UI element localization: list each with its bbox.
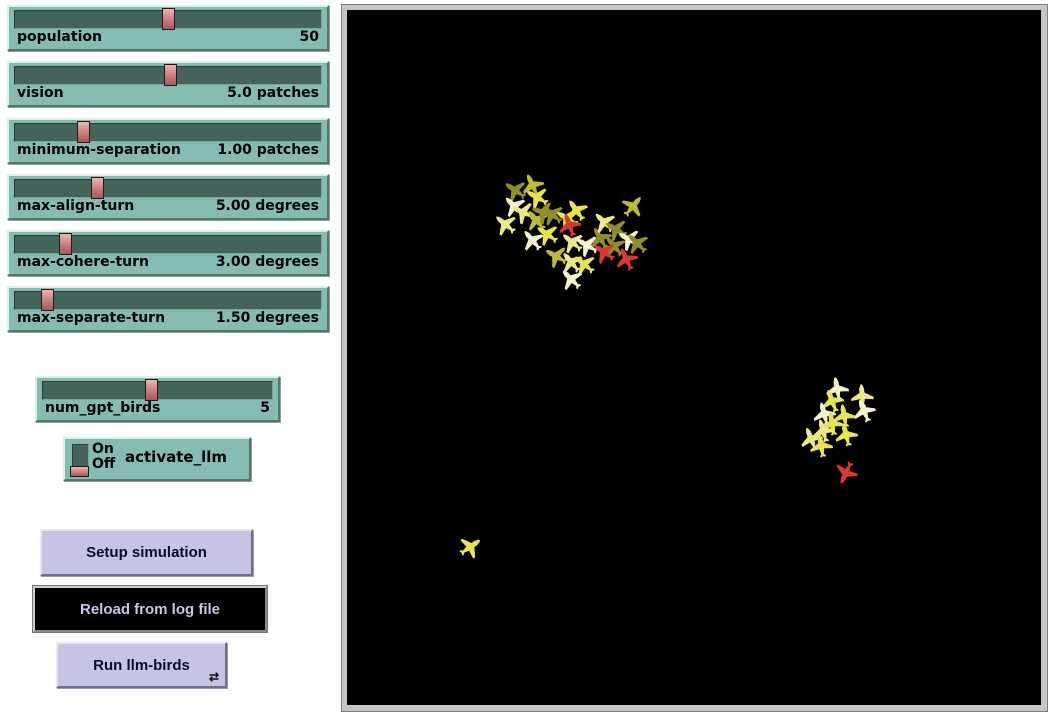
- slider-value: 5: [260, 400, 270, 416]
- bird: [616, 189, 650, 223]
- slider-track[interactable]: [14, 177, 322, 199]
- slider-handle[interactable]: [58, 233, 72, 255]
- switch-label: activate_llm: [125, 448, 227, 466]
- slider-track[interactable]: [14, 8, 322, 30]
- slider-label: minimum-separation: [17, 142, 181, 158]
- switch-knob[interactable]: [70, 466, 89, 477]
- flock-svg: [454, 169, 879, 563]
- slider-handle[interactable]: [164, 64, 178, 86]
- forever-icon: ⇄: [208, 670, 219, 684]
- reload-from-log-button[interactable]: Reload from log file: [33, 586, 267, 632]
- run-llm-birds-label: Run llm-birds: [93, 656, 190, 674]
- slider-num-gpt-birds[interactable]: num_gpt_birds 5: [35, 376, 280, 422]
- slider-track[interactable]: [14, 64, 322, 86]
- setup-simulation-button[interactable]: Setup simulation: [40, 529, 253, 576]
- slider-track[interactable]: [14, 121, 322, 143]
- world-view-canvas: [347, 10, 1041, 705]
- slider-handle[interactable]: [144, 379, 158, 401]
- slider-value: 3.00 degrees: [215, 254, 319, 270]
- slider-max-cohere-turn[interactable]: max-cohere-turn 3.00 degrees: [7, 230, 329, 276]
- slider-track[interactable]: [14, 233, 322, 255]
- slider-label: population: [17, 29, 102, 45]
- slider-handle[interactable]: [41, 289, 55, 311]
- slider-value: 5.00 degrees: [215, 198, 319, 214]
- slider-handle[interactable]: [161, 8, 175, 30]
- switch-on-label: On: [92, 441, 114, 457]
- slider-label: num_gpt_birds: [45, 400, 161, 416]
- slider-track[interactable]: [14, 289, 322, 311]
- bird: [830, 457, 862, 489]
- switch-off-label: Off: [92, 456, 116, 472]
- world-view-frame: [341, 4, 1048, 712]
- slider-value: 1.50 degrees: [215, 310, 319, 326]
- slider-vision[interactable]: vision 5.0 patches: [7, 61, 329, 107]
- switch-onoff-labels: On Off: [92, 442, 115, 472]
- slider-label: vision: [17, 85, 64, 101]
- slider-max-separate-turn[interactable]: max-separate-turn 1.50 degrees: [7, 286, 329, 332]
- slider-handle[interactable]: [76, 121, 90, 143]
- birds-layer: [454, 169, 879, 563]
- bird: [488, 208, 522, 241]
- slider-max-align-turn[interactable]: max-align-turn 5.00 degrees: [7, 174, 329, 220]
- slider-value: 1.00 patches: [217, 142, 319, 158]
- run-llm-birds-button[interactable]: Run llm-birds ⇄: [56, 642, 227, 688]
- slider-value: 5.0 patches: [227, 85, 319, 101]
- slider-label: max-separate-turn: [17, 310, 166, 326]
- switch-activate-llm[interactable]: On Off activate_llm: [63, 437, 251, 481]
- slider-label: max-align-turn: [17, 198, 135, 214]
- slider-minimum-separation[interactable]: minimum-separation 1.00 patches: [7, 118, 329, 164]
- slider-label: max-cohere-turn: [17, 254, 149, 270]
- slider-value: 50: [299, 29, 319, 45]
- slider-population[interactable]: population 50: [7, 5, 329, 51]
- bird: [454, 530, 487, 563]
- slider-track[interactable]: [42, 379, 273, 401]
- slider-handle[interactable]: [91, 177, 105, 199]
